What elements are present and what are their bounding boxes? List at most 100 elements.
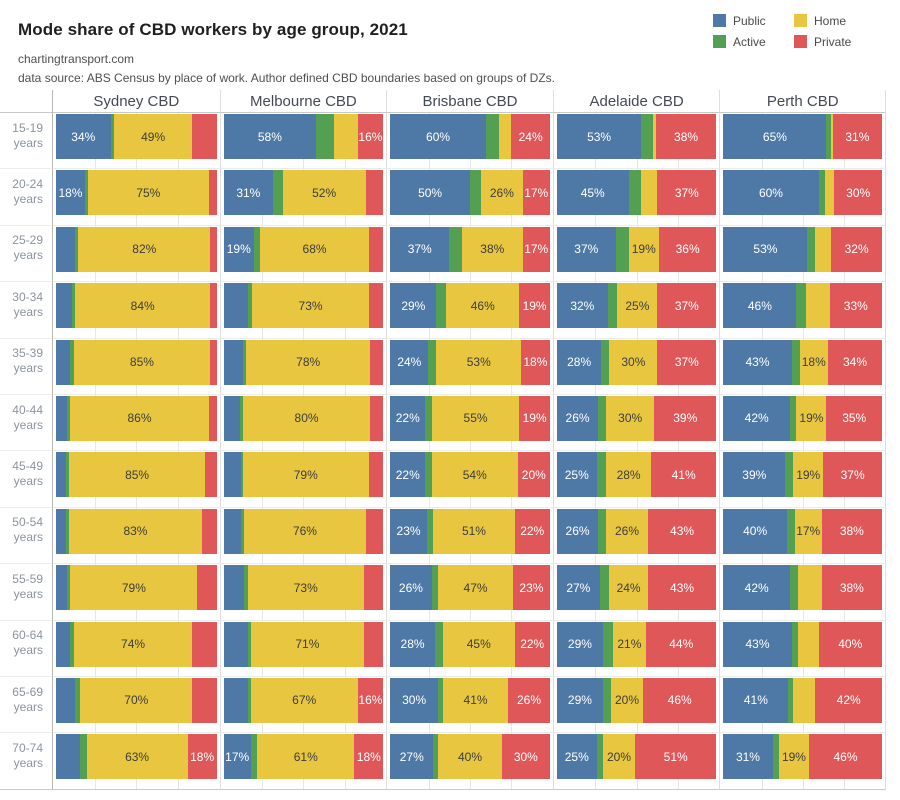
bar-segment-public[interactable]: 22% — [390, 452, 426, 498]
bar-segment-home[interactable] — [797, 621, 819, 667]
bar-segment-private[interactable]: 26% — [508, 677, 550, 723]
bar-segment-active[interactable] — [615, 226, 629, 272]
bar-segment-public[interactable] — [56, 226, 76, 272]
bar-segment-active[interactable] — [641, 114, 653, 159]
bar-segment-private[interactable]: 22% — [514, 621, 550, 667]
bar-segment-private[interactable]: 19% — [519, 395, 550, 441]
bar-segment-public[interactable]: 23% — [390, 508, 427, 554]
bar-segment-public[interactable]: 29% — [556, 677, 604, 723]
bar-segment-private[interactable] — [210, 283, 217, 329]
bar-segment-home[interactable] — [805, 283, 830, 329]
bar-segment-active[interactable] — [607, 283, 618, 329]
bar-segment-home[interactable]: 20% — [611, 677, 643, 723]
bar-segment-private[interactable]: 34% — [828, 339, 882, 385]
bar-segment-private[interactable]: 31% — [832, 114, 882, 159]
bar-segment-home[interactable]: 73% — [252, 283, 369, 329]
bar-segment-private[interactable]: 33% — [829, 283, 882, 329]
bar-segment-home[interactable]: 84% — [75, 283, 211, 329]
bar-segment-home[interactable] — [824, 170, 835, 216]
bar-segment-active[interactable] — [247, 677, 251, 723]
bar-segment-home[interactable]: 25% — [617, 283, 658, 329]
bar-segment-active[interactable] — [426, 508, 434, 554]
bar-segment-private[interactable] — [192, 677, 217, 723]
bar-segment-home[interactable] — [797, 565, 822, 611]
legend-item-active[interactable]: Active — [713, 31, 794, 52]
bar-segment-public[interactable] — [56, 508, 66, 554]
bar-segment-public[interactable]: 30% — [390, 677, 439, 723]
bar-segment-private[interactable] — [370, 395, 384, 441]
bar-segment-home[interactable]: 28% — [606, 452, 651, 498]
bar-segment-private[interactable]: 18% — [187, 734, 217, 780]
bar-segment-home[interactable]: 53% — [436, 339, 522, 385]
bar-segment-public[interactable] — [223, 677, 248, 723]
bar-segment-public[interactable]: 17% — [223, 734, 251, 780]
bar-segment-home[interactable]: 63% — [86, 734, 188, 780]
bar-segment-active[interactable] — [796, 283, 806, 329]
bar-segment-public[interactable]: 40% — [723, 508, 787, 554]
bar-segment-private[interactable] — [205, 452, 217, 498]
bar-segment-private[interactable] — [365, 170, 384, 216]
bar-segment-private[interactable]: 23% — [513, 565, 550, 611]
bar-segment-active[interactable] — [436, 283, 447, 329]
bar-segment-private[interactable]: 37% — [823, 452, 882, 498]
bar-segment-home[interactable]: 55% — [431, 395, 520, 441]
bar-segment-home[interactable]: 41% — [442, 677, 509, 723]
bar-segment-private[interactable]: 30% — [501, 734, 550, 780]
bar-segment-active[interactable] — [601, 339, 610, 385]
bar-segment-active[interactable] — [598, 395, 607, 441]
bar-segment-home[interactable]: 18% — [799, 339, 829, 385]
bar-segment-active[interactable] — [599, 565, 610, 611]
bar-segment-public[interactable]: 31% — [723, 734, 773, 780]
bar-segment-home[interactable]: 67% — [250, 677, 358, 723]
bar-segment-active[interactable] — [469, 170, 482, 216]
bar-segment-private[interactable] — [364, 565, 384, 611]
bar-segment-public[interactable]: 46% — [723, 283, 797, 329]
bar-segment-home[interactable]: 76% — [244, 508, 366, 554]
bar-segment-active[interactable] — [110, 114, 114, 159]
bar-segment-active[interactable] — [596, 734, 604, 780]
bar-segment-public[interactable] — [56, 734, 81, 780]
bar-segment-active[interactable] — [772, 734, 779, 780]
bar-segment-private[interactable]: 41% — [650, 452, 717, 498]
bar-segment-private[interactable]: 35% — [826, 395, 882, 441]
bar-segment-private[interactable] — [192, 621, 217, 667]
bar-segment-public[interactable]: 25% — [556, 734, 597, 780]
bar-segment-public[interactable]: 39% — [723, 452, 786, 498]
bar-segment-public[interactable] — [56, 677, 76, 723]
bar-segment-active[interactable] — [72, 283, 76, 329]
bar-segment-private[interactable]: 37% — [657, 339, 717, 385]
bar-segment-active[interactable] — [70, 621, 74, 667]
bar-segment-active[interactable] — [250, 734, 258, 780]
bar-segment-public[interactable]: 45% — [556, 170, 629, 216]
bar-segment-private[interactable] — [210, 226, 217, 272]
bar-segment-home[interactable]: 30% — [609, 339, 658, 385]
bar-segment-home[interactable]: 61% — [257, 734, 355, 780]
bar-segment-public[interactable]: 26% — [390, 565, 432, 611]
bar-segment-public[interactable] — [56, 395, 68, 441]
bar-segment-public[interactable]: 26% — [556, 395, 599, 441]
bar-segment-active[interactable] — [316, 114, 334, 159]
bar-segment-active[interactable] — [598, 508, 607, 554]
bar-segment-home[interactable]: 68% — [260, 226, 369, 272]
bar-segment-home[interactable]: 78% — [245, 339, 371, 385]
bar-segment-private[interactable] — [368, 452, 384, 498]
bar-segment-home[interactable]: 19% — [778, 734, 810, 780]
bar-segment-private[interactable]: 37% — [657, 283, 717, 329]
bar-segment-private[interactable]: 37% — [657, 170, 717, 216]
bar-segment-active[interactable] — [244, 565, 248, 611]
bar-segment-home[interactable]: 86% — [70, 395, 209, 441]
bar-segment-active[interactable] — [253, 226, 261, 272]
bar-segment-home[interactable]: 75% — [88, 170, 209, 216]
bar-segment-private[interactable]: 16% — [357, 677, 384, 723]
bar-segment-home[interactable]: 19% — [628, 226, 659, 272]
bar-segment-public[interactable] — [223, 395, 240, 441]
bar-segment-home[interactable] — [831, 114, 833, 159]
bar-segment-private[interactable]: 39% — [654, 395, 717, 441]
bar-segment-public[interactable]: 43% — [723, 339, 792, 385]
bar-segment-private[interactable]: 40% — [818, 621, 882, 667]
bar-segment-active[interactable] — [788, 677, 794, 723]
bar-segment-private[interactable]: 22% — [514, 508, 550, 554]
bar-segment-home[interactable] — [815, 226, 832, 272]
bar-segment-active[interactable] — [790, 395, 797, 441]
bar-segment-public[interactable]: 41% — [723, 677, 789, 723]
